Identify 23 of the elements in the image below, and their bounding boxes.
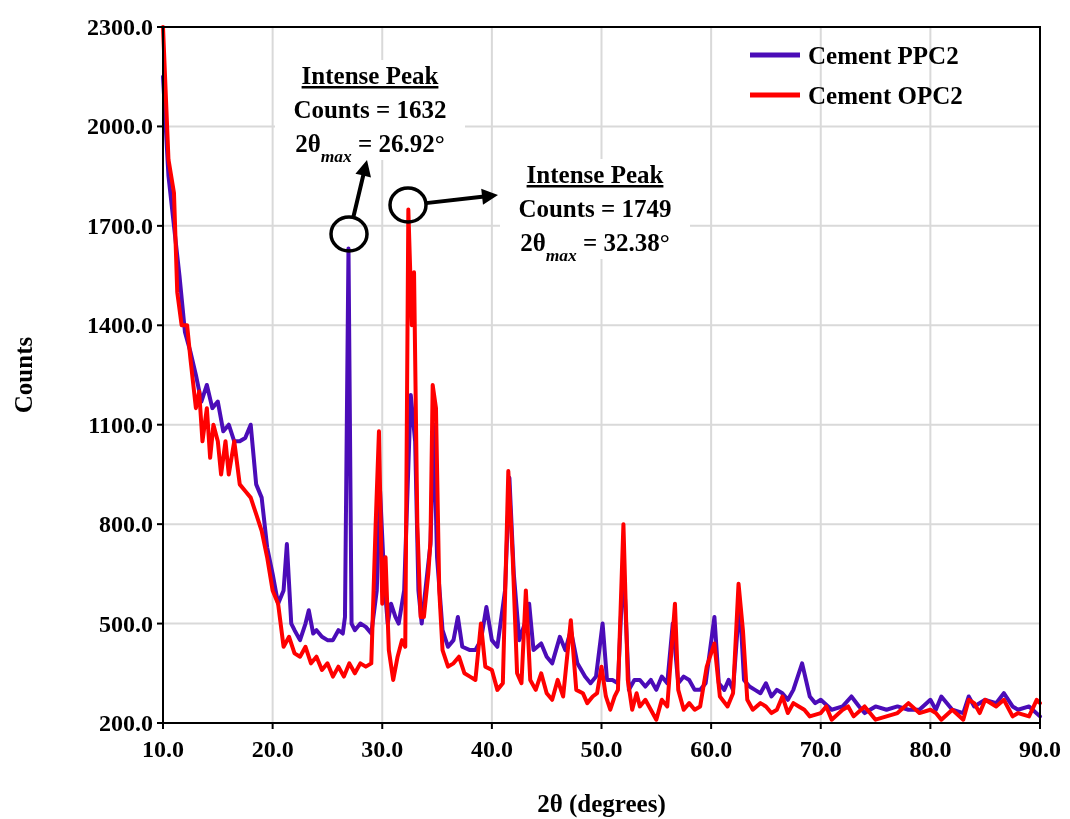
x-tick-label: 40.0 [470,736,513,762]
y-tick-label: 2300.0 [87,14,153,40]
y-tick-label: 800.0 [99,511,153,538]
x-tick-label: 20.0 [251,736,294,762]
legend-label: Cement OPC2 [808,82,963,109]
annotation: Intense Peak Counts = 1632 2θ$_{max}$ = 26.92° [293,62,447,166]
y-tick-label: 1700.0 [87,212,153,239]
y-tick-label: 2000.0 [87,113,153,140]
y-tick-label: 1400.0 [87,312,153,339]
y-tick-label: 200.0 [99,710,153,736]
y-tick-label: 1100.0 [88,411,153,438]
y-axis-title: Counts [10,336,37,414]
x-tick-label: 50.0 [580,736,623,762]
y-tick-label: 500.0 [99,610,153,637]
legend-label: Cement PPC2 [808,42,959,69]
x-tick-label: 70.0 [799,736,842,762]
x-tick-label: 60.0 [690,736,733,762]
x-axis-title: 2θ (degrees) [537,790,666,818]
x-tick-label: 30.0 [361,736,404,762]
x-tick-label: 80.0 [909,736,952,762]
annotation: Intense Peak Counts = 1749 2θ$_{max}$ = 32.38° [518,161,672,265]
x-tick-label: 10.0 [142,736,184,762]
x-tick-label: 90.0 [1019,736,1061,762]
